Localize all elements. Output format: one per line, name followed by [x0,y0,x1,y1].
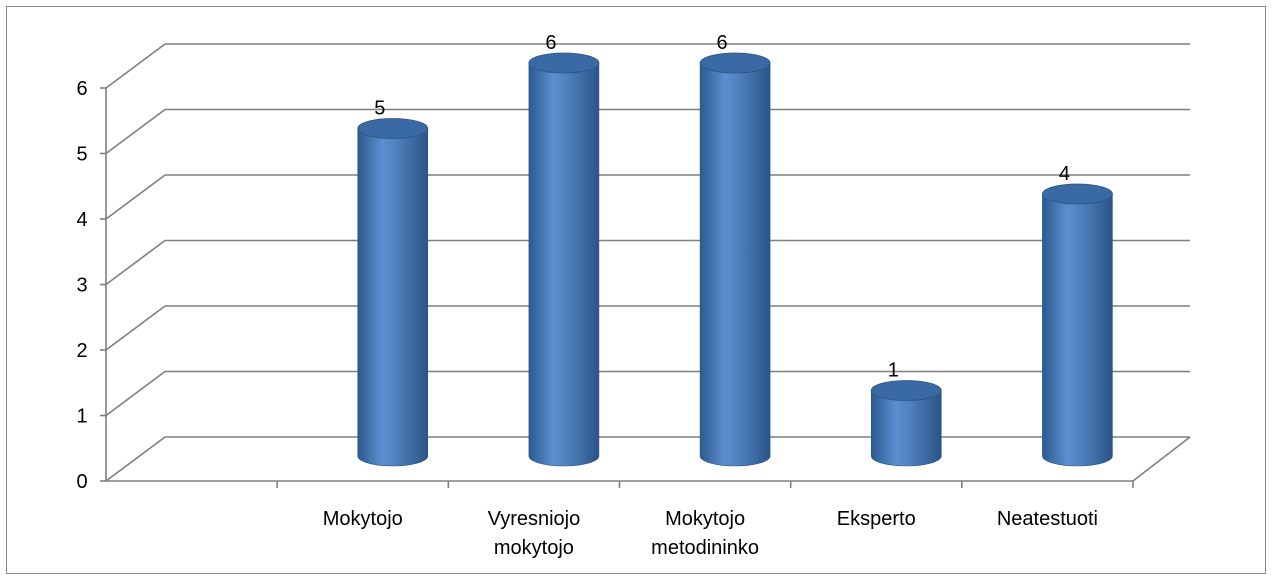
x-tick-label-5-0: Neatestuoti [997,508,1098,530]
x-tick-label-2-1: mokytojo [494,537,574,559]
y-tick-label-6: 6 [76,78,87,100]
bar-top-5 [1042,183,1113,205]
bar-3 [699,52,771,467]
bar-top-4 [870,380,942,401]
data-label-1: 5 [374,98,385,120]
y-tick-label-2: 2 [76,340,87,362]
side-gridline-6 [105,43,166,89]
y-tick-label-4: 4 [76,209,87,231]
bar-body-1 [357,128,429,467]
side-gridline-0 [105,436,166,482]
y-tick-label-1: 1 [76,406,87,428]
bar-body-5 [1042,193,1113,467]
side-gridline-4 [105,174,166,220]
data-label-4: 1 [888,360,899,382]
gridlines [105,43,1190,482]
bars [357,52,1113,467]
x-tick-label-4-0: Eksperto [837,508,916,530]
x-tick-label-2-0: Vyresniojo [488,508,581,530]
bar-body-2 [528,62,600,467]
floor-right-edge [1132,436,1191,482]
bar-top-2 [528,52,600,74]
bar-5 [1042,183,1113,467]
x-tick-label-1-0: Mokytojo [323,508,403,530]
bar-top-1 [357,118,429,139]
y-tick-label-0: 0 [76,471,87,493]
side-gridline-5 [105,108,166,155]
labels: 0 1 2 3 4 5 6 Mokytojo Vyresniojo mokytojo Mokytoj… [76,32,1098,559]
data-label-2: 6 [545,32,556,54]
data-label-5: 4 [1059,163,1070,185]
bar-body-4 [870,390,942,467]
bar-top-3 [699,52,771,74]
bar-1 [357,118,429,467]
side-gridline-2 [105,305,166,351]
bar-4 [870,380,942,467]
axes [100,87,1191,488]
side-gridline-3 [105,239,166,286]
y-tick-label-3: 3 [76,275,87,297]
data-label-3: 6 [717,32,728,54]
x-tick-label-3-1: metodininko [651,537,759,559]
y-tick-label-5: 5 [76,144,87,166]
bar-body-3 [699,62,771,467]
bar-2 [528,52,600,467]
side-gridline-1 [105,370,166,417]
x-tick-label-3-0: Mokytojo [665,508,745,530]
